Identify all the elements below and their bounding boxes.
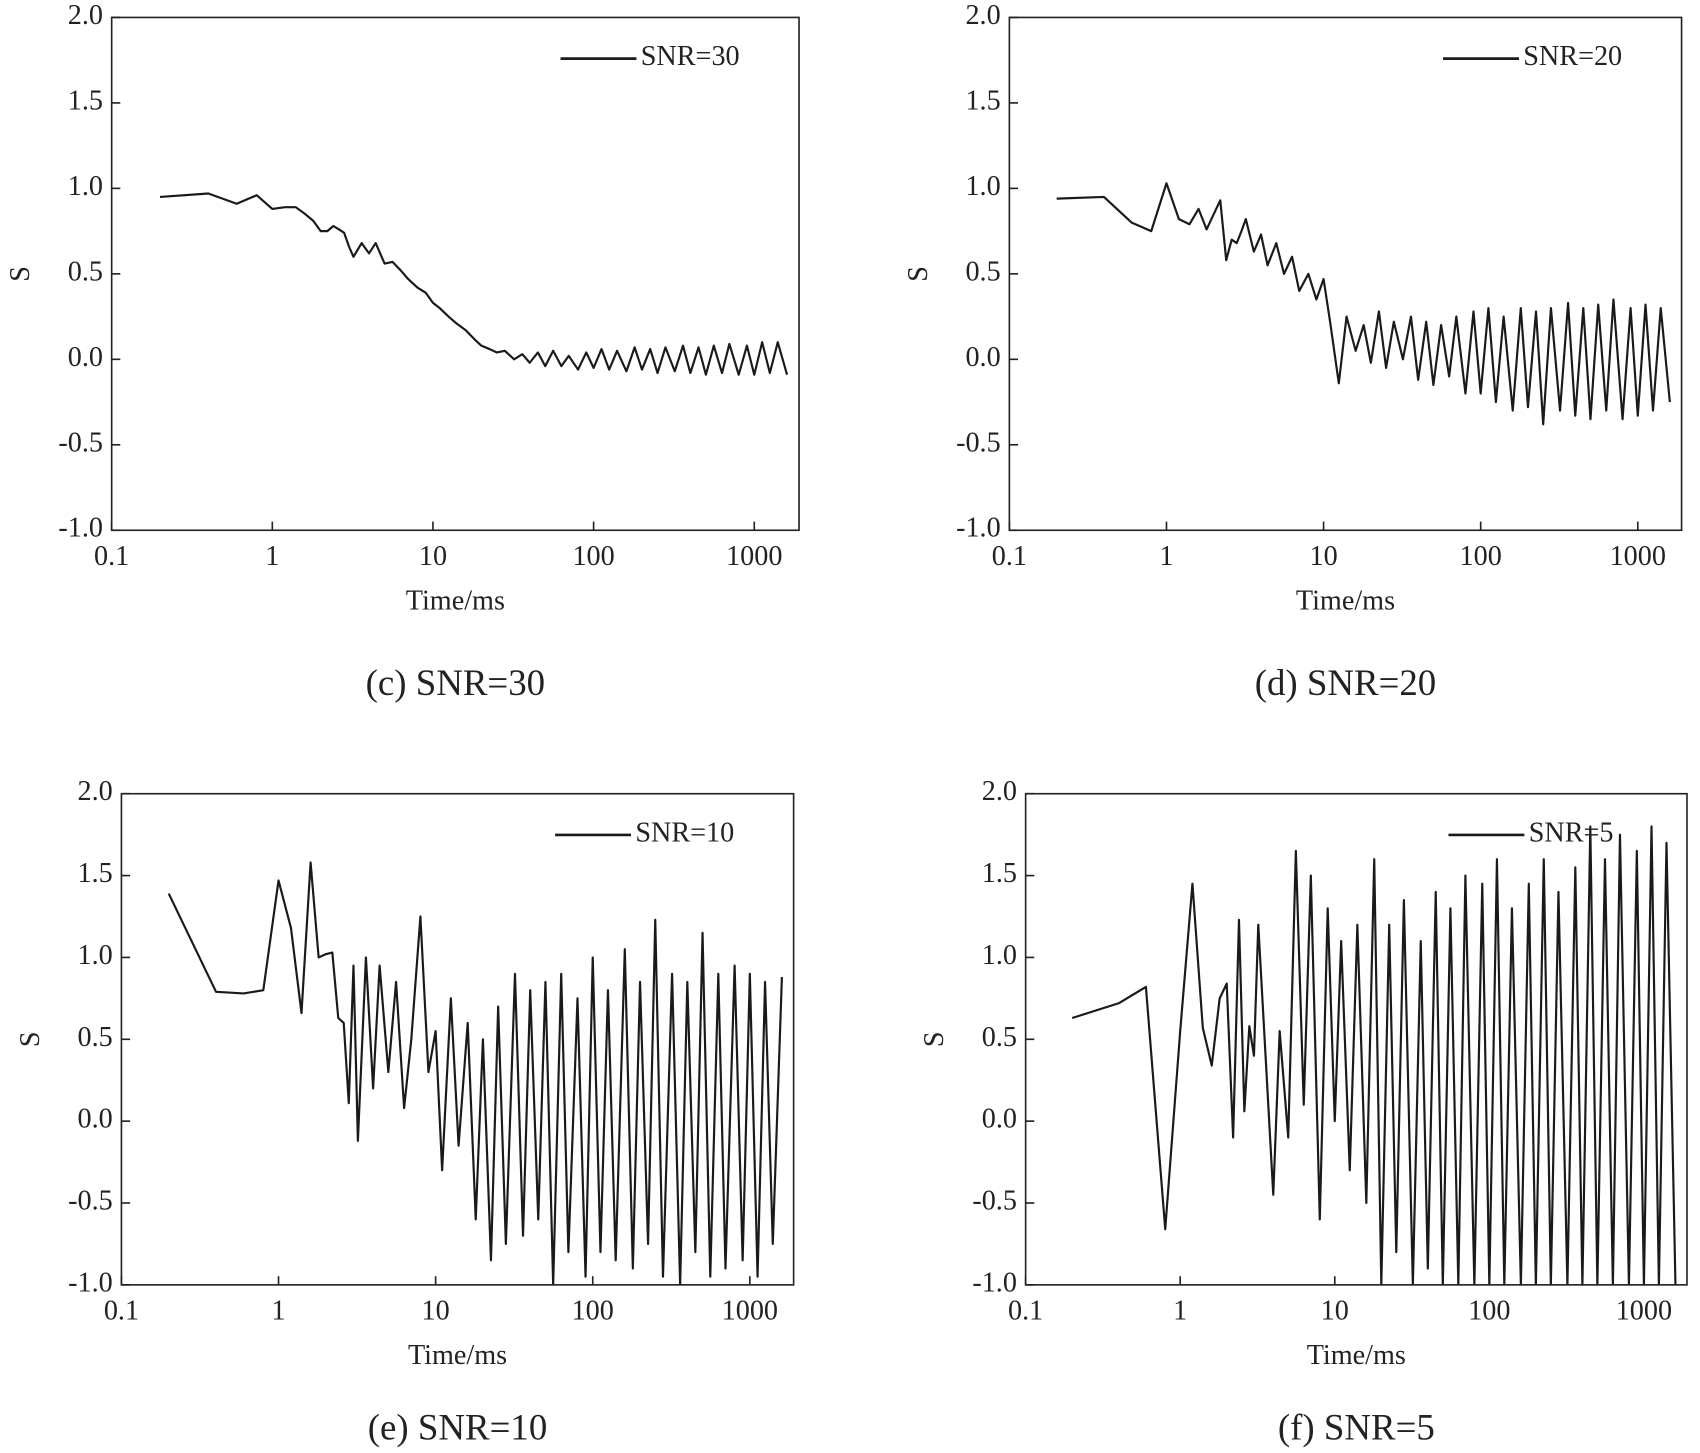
x-tick-label: 1000 [722,1296,778,1327]
y-tick-label: -1.0 [972,1267,1017,1298]
y-tick-label: 0.5 [68,256,103,287]
panel: -1.0 -0.5 0.0 0.5 1.0 1.5 2.0 0.1 1 10 100 1000 Time… [15,776,795,1449]
panel: -1.0 -0.5 0.0 0.5 1.0 1.5 2.0 0.1 1 10 100 1000 Time… [919,776,1688,1449]
panel-caption: (c) SNR=30 [366,662,545,704]
x-tick-label: 1 [1159,541,1173,572]
y-axis-label: S [5,266,36,282]
x-tick-label: 0.1 [992,541,1027,572]
y-tick-label: 2.0 [78,776,113,807]
x-tick-label: 0.1 [1008,1296,1043,1327]
x-tick-label: 100 [1468,1296,1510,1327]
x-tick-label: 1 [1173,1296,1187,1327]
legend-label: SNR=20 [1523,41,1622,72]
y-tick-label: -0.5 [956,427,1001,458]
x-tick-label: 0.1 [104,1296,139,1327]
y-tick-label: 1.5 [68,85,103,116]
plot-frame [1024,792,1688,1286]
y-tick-label: 2.0 [965,0,1000,31]
x-axis-label: Time/ms [406,585,505,616]
y-tick-label: 0.0 [965,342,1000,373]
legend-label: SNR=5 [1529,817,1614,848]
y-tick-label: -1.0 [956,513,1001,544]
x-tick-label: 10 [419,541,447,572]
y-tick-label: 1.0 [68,171,103,202]
x-tick-label: 0.1 [94,541,129,572]
x-tick-label: 1 [265,541,279,572]
y-tick-label: 0.5 [982,1022,1017,1053]
legend-label: SNR=10 [635,817,734,848]
y-tick-label: -0.5 [972,1185,1017,1216]
x-tick-label: 1 [271,1296,285,1327]
plot-frame [110,16,800,532]
legend-label: SNR=30 [641,41,740,72]
y-axis-label: S [903,266,934,282]
x-tick-label: 100 [1460,541,1502,572]
data-line [1056,182,1671,426]
y-tick-label: 1.0 [965,171,1000,202]
x-tick-label: 1000 [1616,1296,1672,1327]
y-tick-label: 0.5 [965,256,1000,287]
y-tick-label: -0.5 [58,427,103,458]
y-tick-label: 2.0 [68,0,103,31]
panel-caption: (f) SNR=5 [1278,1407,1435,1449]
y-tick-label: 0.5 [78,1022,113,1053]
y-tick-label: 1.5 [982,858,1017,889]
x-tick-label: 10 [422,1296,450,1327]
y-tick-label: 0.0 [78,1104,113,1135]
x-tick-label: 100 [572,1296,614,1327]
y-tick-label: 0.0 [982,1104,1017,1135]
y-tick-label: 1.5 [78,858,113,889]
x-tick-label: 1000 [726,541,782,572]
y-tick-label: -1.0 [68,1267,113,1298]
panel-caption: (d) SNR=20 [1255,662,1437,704]
x-tick-label: 100 [572,541,614,572]
data-line [1071,825,1677,1285]
y-axis-label: S [15,1031,46,1047]
data-line [159,192,789,376]
x-tick-label: 10 [1309,541,1337,572]
x-axis-label: Time/ms [1307,1340,1406,1371]
y-tick-label: -1.0 [58,513,103,544]
panel: -1.0 -0.5 0.0 0.5 1.0 1.5 2.0 0.1 1 10 100 1000 Time… [903,0,1683,704]
y-axis-label: S [919,1031,950,1047]
x-axis-label: Time/ms [408,1340,507,1371]
x-tick-label: 1000 [1610,541,1666,572]
y-tick-label: 1.0 [982,940,1017,971]
panel-caption: (e) SNR=10 [368,1407,547,1449]
y-tick-label: 2.0 [982,776,1017,807]
plot-frame [120,792,795,1286]
panel: -1.0 -0.5 0.0 0.5 1.0 1.5 2.0 0.1 1 10 100 1000 Time… [5,0,800,704]
data-line [167,861,783,1285]
plot-frame [1008,16,1683,532]
x-axis-label: Time/ms [1296,585,1395,616]
y-tick-label: 1.5 [965,85,1000,116]
y-tick-label: 1.0 [78,940,113,971]
y-tick-label: -0.5 [68,1185,113,1216]
y-tick-label: 0.0 [68,342,103,373]
x-tick-label: 10 [1321,1296,1349,1327]
